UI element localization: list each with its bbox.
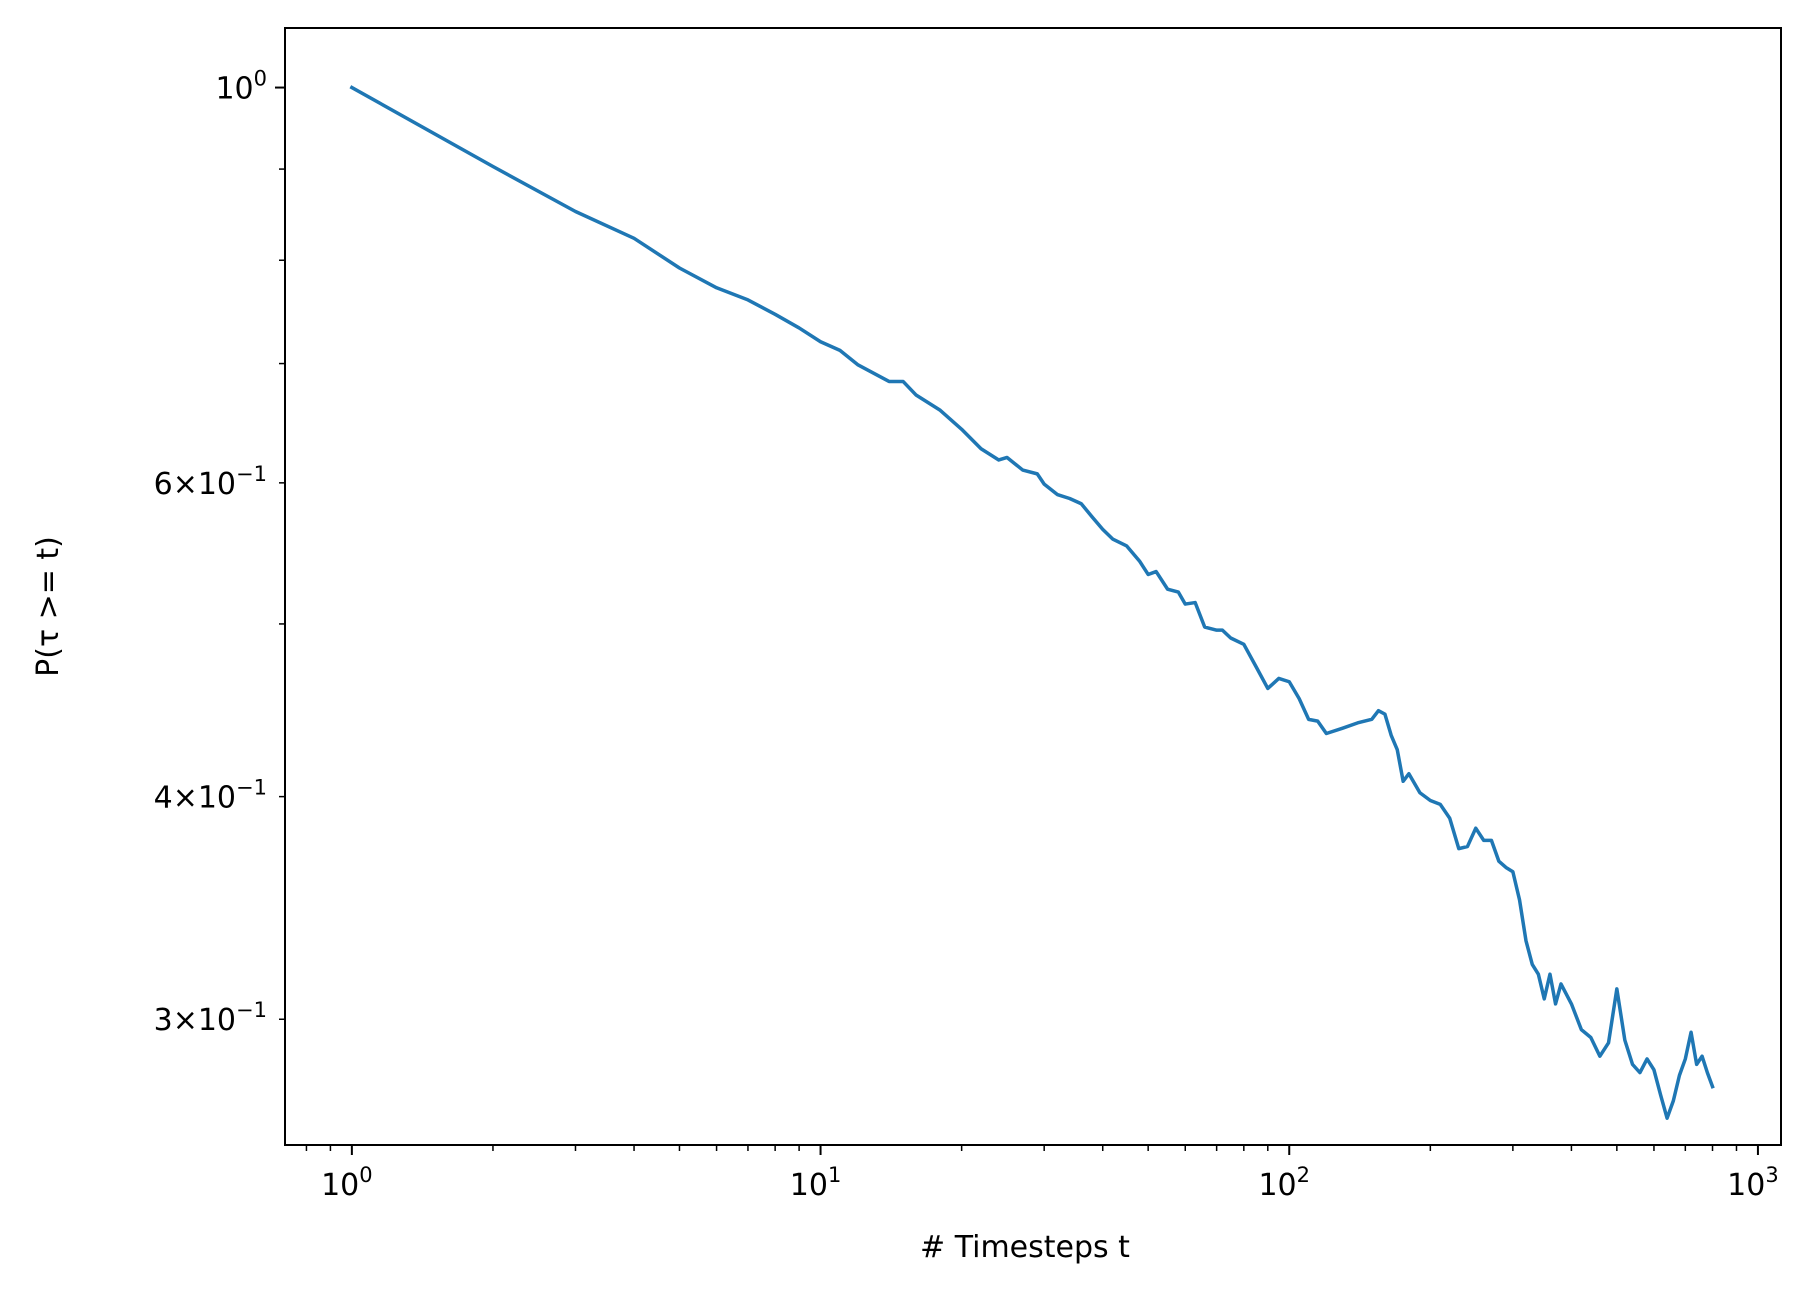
series-line [349, 85, 1715, 1120]
y-axis-label: P(τ >= t) [31, 536, 66, 677]
x-tick-label: 103 [1727, 1163, 1779, 1203]
y-tick-label: 3×10−1 [154, 998, 267, 1038]
plot-area-frame [284, 27, 1782, 1146]
y-tick-label: 6×10−1 [154, 462, 267, 502]
x-tick-label: 100 [321, 1163, 373, 1203]
y-axis-ticks: 100 6×10−1 4×10−1 3×10−1 [154, 67, 285, 1038]
y-tick-label: 100 [215, 67, 267, 107]
x-axis-ticks: 100 101 102 103 [305, 1145, 1779, 1203]
y-tick-label: 4×10−1 [154, 776, 267, 816]
x-tick-label: 102 [1258, 1163, 1310, 1203]
x-tick-label: 101 [790, 1163, 842, 1203]
x-axis-label: # Timesteps t [920, 1230, 1130, 1265]
